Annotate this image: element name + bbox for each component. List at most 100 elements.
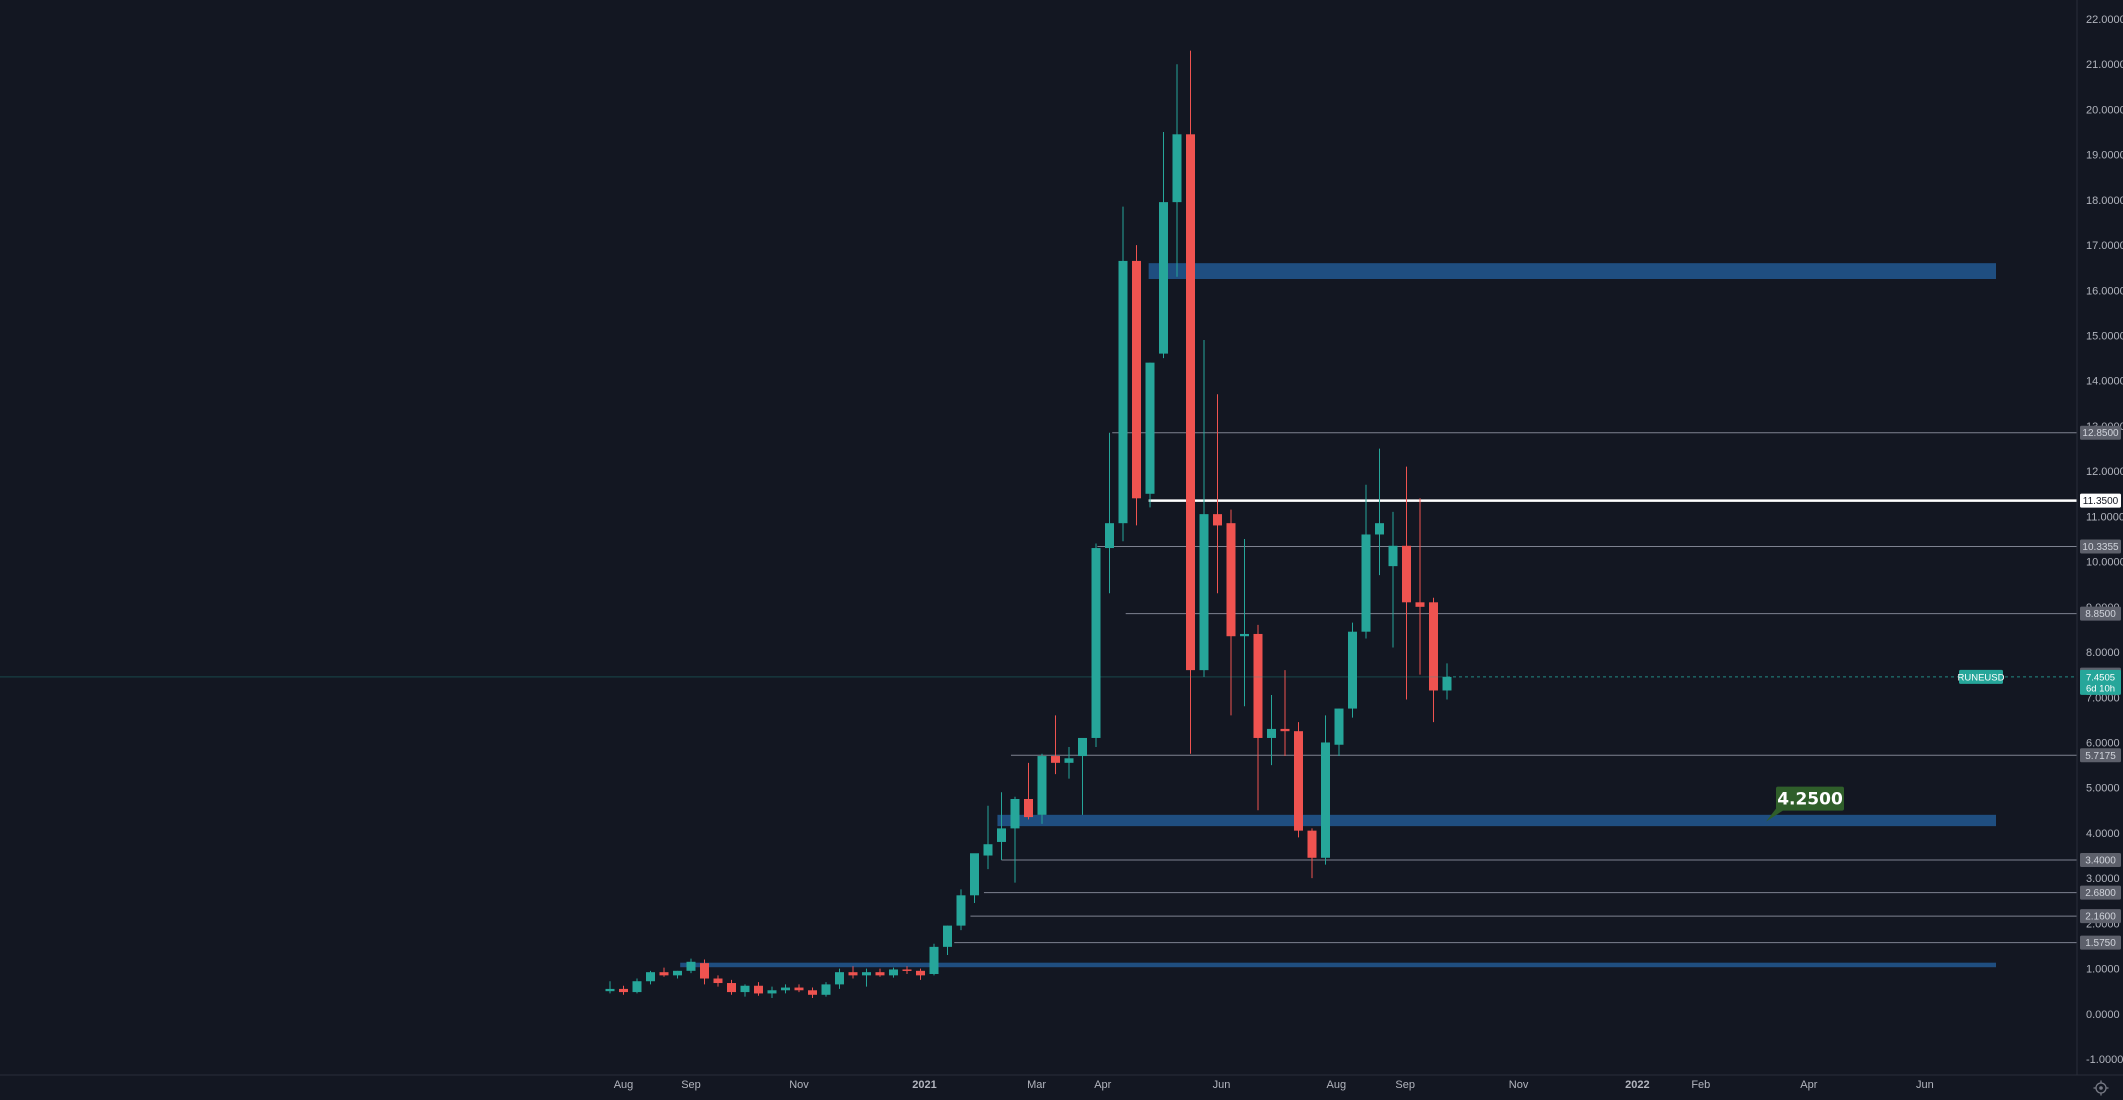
candle-up[interactable] (1388, 545, 1398, 567)
candle-up[interactable] (1118, 260, 1128, 524)
time-tick-label: Aug (1327, 1079, 1347, 1091)
candle-down[interactable] (700, 963, 709, 979)
levels-layer (954, 432, 2077, 944)
level-price-tag (2080, 606, 2121, 621)
time-tick-label: Apr (1800, 1079, 1817, 1091)
candle-up[interactable] (781, 987, 790, 991)
candle-down[interactable] (1280, 728, 1290, 732)
level-price-tag-label: 2.1600 (2085, 912, 2116, 923)
price-tick-label: 11.0000 (2086, 511, 2123, 523)
candle-down[interactable] (1132, 260, 1141, 499)
candle-up[interactable] (605, 988, 615, 992)
price-tick-label: -1.0000 (2086, 1054, 2123, 1066)
candle-up[interactable] (1010, 799, 1020, 829)
candle-down[interactable] (1429, 602, 1438, 691)
candle-up[interactable] (862, 972, 871, 976)
candle-down[interactable] (727, 983, 736, 993)
candle-down[interactable] (659, 972, 669, 976)
candle-up[interactable] (1375, 523, 1384, 535)
candle-down[interactable] (1402, 545, 1411, 603)
time-axis[interactable]: Aug Sep Nov 2021 Mar Apr Jun Aug Sep Nov 2022 Feb Ap… (614, 1079, 1934, 1091)
candle-down[interactable] (619, 988, 628, 993)
key-level-price-tag-label: 11.3500 (2083, 496, 2119, 507)
candle-up[interactable] (1334, 708, 1344, 745)
level-price-tag-label: 5.7175 (2085, 751, 2116, 762)
price-tick-label: 15.0000 (2086, 331, 2123, 343)
candles-layer (605, 50, 1452, 998)
level-price-tag-label: 1.5750 (2085, 938, 2116, 949)
annotation-callout[interactable] (1776, 786, 1844, 811)
candle-up[interactable] (1078, 737, 1087, 757)
candle-up[interactable] (740, 985, 750, 993)
candle-up[interactable] (943, 925, 952, 947)
candle-up[interactable] (1064, 758, 1074, 763)
candle-up[interactable] (889, 969, 898, 976)
level-price-tag-label: 8.8500 (2085, 609, 2116, 620)
candle-down[interactable] (754, 985, 763, 994)
last-price-tag (2080, 669, 2121, 695)
candle-up[interactable] (983, 844, 993, 856)
price-tick-label: 12.0000 (2086, 466, 2123, 478)
annotation-layer[interactable]: 4.2500 (1766, 786, 1844, 822)
ticker-tag-label: RUNEUSD (1958, 672, 2005, 683)
price-tick-label: 3.0000 (2086, 873, 2120, 885)
candle-up[interactable] (1321, 742, 1330, 858)
candle-up[interactable] (1105, 523, 1114, 549)
price-tick-label: 8.0000 (2086, 647, 2120, 659)
candle-up[interactable] (686, 961, 696, 971)
settings-gear-icon[interactable] (2093, 1080, 2109, 1096)
candle-up[interactable] (1037, 756, 1047, 815)
candle-up[interactable] (970, 853, 979, 896)
price-tags-layer: 12.8500 11.3500 10.3355 8.8500 5.7175 3.4000 2… (1958, 425, 2121, 950)
candle-up[interactable] (1091, 548, 1101, 738)
candle-up[interactable] (646, 972, 655, 982)
candle-up[interactable] (1145, 362, 1155, 494)
candle-up[interactable] (1442, 676, 1452, 691)
candle-up[interactable] (767, 990, 777, 994)
annotation-label: 4.2500 (1777, 790, 1843, 810)
candle-up[interactable] (956, 895, 966, 926)
price-tick-label: 18.0000 (2086, 195, 2123, 207)
candle-down[interactable] (713, 978, 723, 984)
candle-down[interactable] (794, 987, 804, 991)
level-price-tag (2080, 885, 2121, 900)
annotation-pointer (1766, 808, 1786, 822)
candle-up[interactable] (1267, 728, 1276, 738)
candle-down[interactable] (1294, 731, 1303, 831)
candle-down[interactable] (1226, 523, 1236, 637)
candle-down[interactable] (875, 972, 885, 976)
candle-up[interactable] (1159, 202, 1168, 354)
candle-up[interactable] (835, 972, 844, 985)
candle-down[interactable] (1186, 134, 1195, 671)
candle-down[interactable] (902, 969, 912, 971)
candle-up[interactable] (1348, 631, 1357, 709)
candle-up[interactable] (1199, 514, 1209, 671)
candle-down[interactable] (1307, 830, 1317, 858)
zone-rect[interactable] (680, 962, 1997, 968)
candle-up[interactable] (1172, 134, 1182, 203)
candle-up[interactable] (929, 946, 939, 974)
candle-down[interactable] (808, 990, 817, 995)
level-price-tag (2080, 539, 2121, 554)
candle-down[interactable] (1213, 514, 1222, 526)
price-tick-label: 10.0000 (2086, 557, 2123, 569)
candle-down[interactable] (848, 972, 858, 976)
ticker-tag[interactable] (1959, 669, 2003, 684)
candle-up[interactable] (1361, 534, 1371, 632)
candle-down[interactable] (1051, 756, 1060, 763)
candle-up[interactable] (997, 828, 1006, 842)
candle-up[interactable] (821, 984, 831, 995)
zone-rect[interactable] (1148, 263, 1996, 279)
candle-down[interactable] (1415, 602, 1425, 607)
candle-up[interactable] (632, 981, 642, 993)
candle-down[interactable] (916, 970, 925, 976)
level-price-tag-label: 2.6800 (2085, 888, 2116, 899)
candle-down[interactable] (1253, 633, 1263, 738)
candle-up[interactable] (1240, 633, 1249, 637)
price-axis[interactable]: 22.0000 21.0000 20.0000 19.0000 18.0000 17.00… (2086, 14, 2123, 1066)
candle-down[interactable] (1024, 799, 1033, 818)
time-tick-label: Jun (1916, 1079, 1934, 1091)
candle-up[interactable] (673, 970, 682, 976)
zone-rect[interactable] (997, 814, 1996, 827)
